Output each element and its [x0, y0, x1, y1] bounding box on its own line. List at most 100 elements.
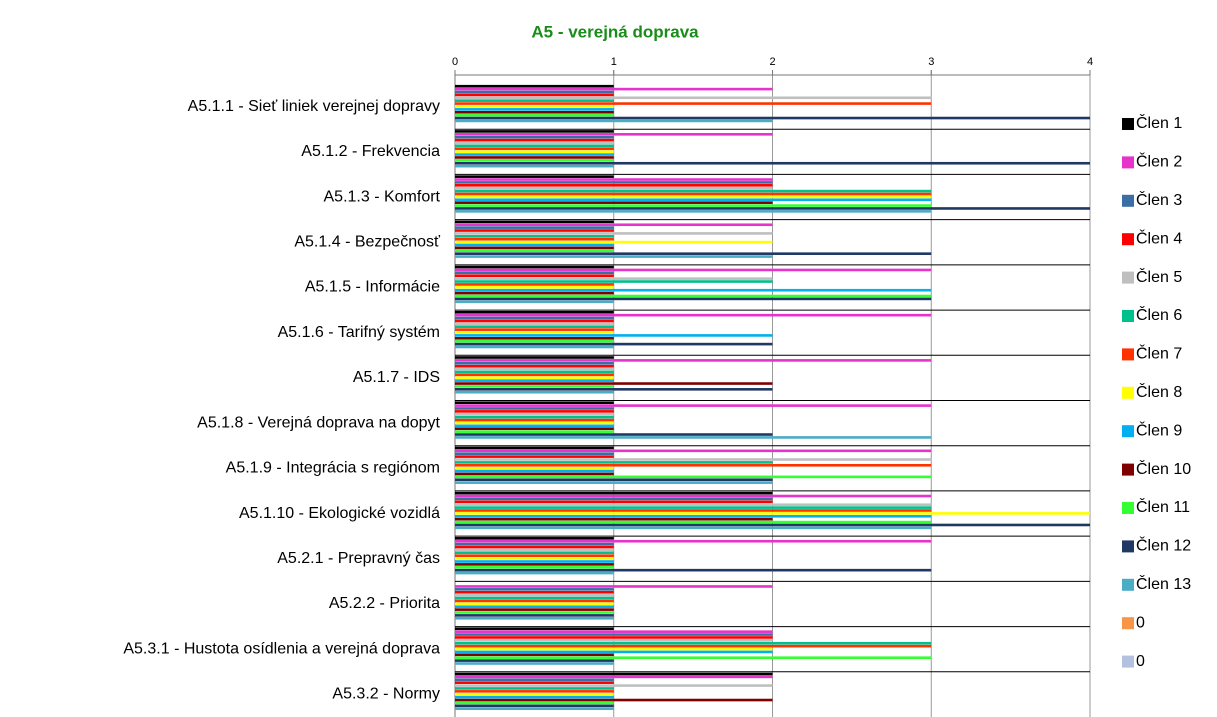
- bar: [455, 255, 773, 258]
- bar: [455, 268, 932, 272]
- bar: [455, 497, 773, 501]
- bar: [455, 509, 932, 512]
- bar: [455, 119, 773, 123]
- bar: [455, 590, 614, 594]
- y-tick-label: A5.3.2 - Normy: [332, 686, 440, 703]
- y-tick-label: A5.1.6 - Tarifný systém: [278, 324, 440, 341]
- legend-swatch: [1122, 386, 1134, 399]
- bar: [455, 650, 773, 654]
- bar: [455, 644, 932, 648]
- bar: [455, 698, 773, 702]
- bar: [455, 153, 614, 156]
- bar: [455, 189, 932, 193]
- legend-label: Člen 9: [1136, 420, 1182, 439]
- bar: [455, 557, 614, 560]
- legend-swatch: [1122, 233, 1134, 246]
- bar: [455, 164, 614, 168]
- y-tick-label: A5.3.1 - Hustota osídlenia a verejná dop…: [123, 640, 440, 657]
- bar: [455, 288, 932, 292]
- bar: [455, 141, 614, 145]
- bar: [455, 144, 614, 148]
- legend-label: Člen 2: [1136, 152, 1182, 171]
- bar: [455, 653, 614, 657]
- legend-label: Člen 7: [1136, 344, 1182, 363]
- bar: [455, 161, 1090, 165]
- bar: [455, 593, 614, 597]
- y-tick-label: A5.1.7 - IDS: [353, 369, 440, 386]
- legend-label: Člen 6: [1136, 305, 1182, 324]
- bar: [455, 207, 1090, 210]
- bar: [455, 647, 773, 651]
- bar: [455, 571, 614, 575]
- y-tick-label: A5.1.8 - Verejná doprava na dopyt: [197, 414, 440, 431]
- bar: [455, 356, 614, 359]
- bar: [455, 232, 773, 235]
- y-tick-label: A5.2.1 - Prepravný čas: [277, 550, 440, 567]
- bar: [455, 687, 614, 690]
- legend-label: Člen 1: [1136, 113, 1182, 132]
- bar: [455, 201, 773, 204]
- bar: [455, 265, 614, 269]
- bar: [455, 659, 614, 662]
- bar: [455, 271, 614, 275]
- bar: [455, 458, 932, 461]
- legend-label: Člen 13: [1136, 574, 1191, 593]
- bar: [455, 249, 614, 253]
- bar: [455, 630, 773, 633]
- bar: [455, 370, 614, 374]
- bar: [455, 568, 932, 572]
- legend-swatch: [1122, 502, 1134, 514]
- bar: [455, 342, 773, 346]
- bar: [455, 379, 614, 382]
- x-tick-label: 2: [769, 56, 775, 68]
- bar: [455, 178, 773, 181]
- bar: [455, 291, 614, 295]
- legend-label: Člen 10: [1136, 459, 1191, 478]
- bar: [455, 681, 614, 684]
- bar: [455, 294, 932, 298]
- x-tick-label: 1: [611, 56, 617, 68]
- bar: [455, 147, 614, 151]
- legend-label: Člen 11: [1136, 497, 1190, 516]
- bar: [455, 526, 932, 530]
- bar: [455, 636, 773, 639]
- bar: [455, 410, 614, 413]
- bar: [455, 427, 614, 431]
- bar: [455, 96, 932, 100]
- bar: [455, 390, 614, 394]
- bar: [455, 229, 614, 232]
- legend-swatch: [1122, 463, 1134, 476]
- bar: [455, 678, 614, 682]
- bar: [455, 339, 614, 343]
- bar: [455, 520, 932, 524]
- bar: [455, 627, 614, 631]
- bar: [455, 704, 614, 708]
- legend-label: Člen 12: [1136, 536, 1191, 555]
- bar: [455, 204, 932, 207]
- bar: [455, 512, 1090, 515]
- bar: [455, 633, 773, 636]
- bar: [455, 382, 773, 385]
- bar: [455, 300, 614, 304]
- bar: [455, 506, 932, 509]
- bar: [455, 690, 614, 693]
- bar: [455, 359, 932, 362]
- bar: [455, 436, 932, 439]
- bar: [455, 286, 614, 289]
- bar: [455, 701, 614, 705]
- bar: [455, 684, 773, 687]
- legend-swatch: [1122, 194, 1134, 207]
- bar: [455, 692, 614, 696]
- x-tick-label: 0: [452, 56, 458, 68]
- bar: [455, 469, 614, 473]
- legend-label: Člen 4: [1136, 228, 1182, 247]
- bar: [455, 328, 614, 331]
- bar: [455, 90, 614, 94]
- bar: [455, 491, 773, 495]
- bar: [455, 433, 773, 436]
- bar: [455, 481, 773, 484]
- bar: [455, 93, 614, 97]
- legend-label: 0: [1136, 653, 1145, 670]
- bar: [455, 280, 773, 283]
